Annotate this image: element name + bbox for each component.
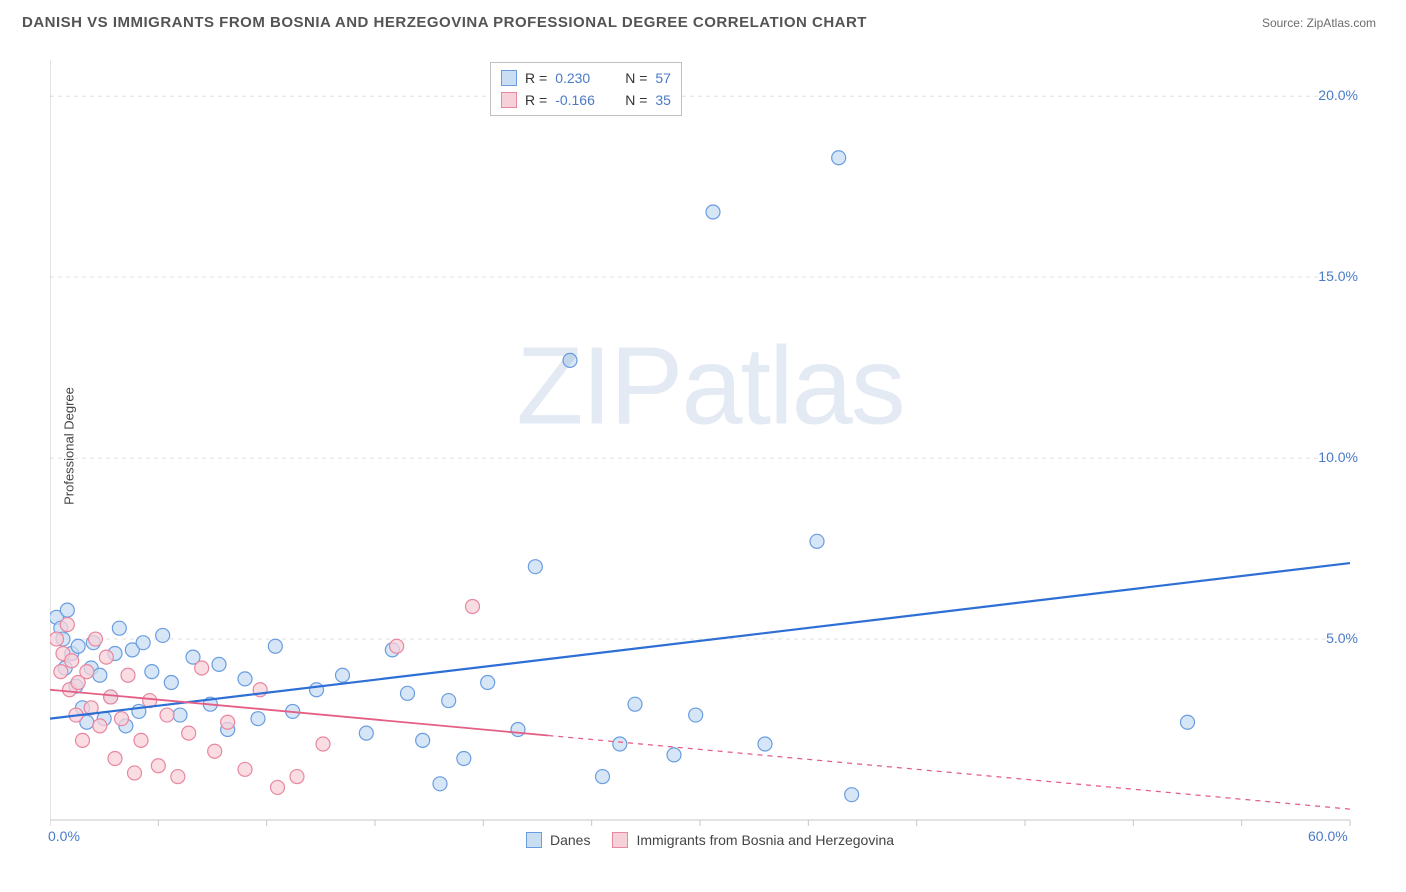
- point-bosnia[interactable]: [54, 665, 68, 679]
- point-danes[interactable]: [310, 683, 324, 697]
- point-danes[interactable]: [145, 665, 159, 679]
- point-danes[interactable]: [433, 777, 447, 791]
- x-tick-label: 0.0%: [48, 828, 80, 844]
- point-bosnia[interactable]: [390, 639, 404, 653]
- point-danes[interactable]: [401, 686, 415, 700]
- point-danes[interactable]: [238, 672, 252, 686]
- point-bosnia[interactable]: [182, 726, 196, 740]
- point-bosnia[interactable]: [60, 618, 74, 632]
- trendline-bosnia-dashed: [548, 735, 1350, 809]
- point-bosnia[interactable]: [104, 690, 118, 704]
- series-legend: Danes Immigrants from Bosnia and Herzegov…: [526, 832, 894, 848]
- point-bosnia[interactable]: [80, 665, 94, 679]
- chart-container: DANISH VS IMMIGRANTS FROM BOSNIA AND HER…: [0, 0, 1406, 892]
- stats-row-danes: R = 0.230 N = 57: [501, 67, 671, 89]
- y-tick-label: 15.0%: [1318, 268, 1358, 284]
- point-bosnia[interactable]: [271, 780, 285, 794]
- swatch-danes: [501, 70, 517, 86]
- point-danes[interactable]: [112, 621, 126, 635]
- n-value-bosnia: 35: [655, 89, 671, 111]
- point-bosnia[interactable]: [128, 766, 142, 780]
- point-danes[interactable]: [457, 751, 471, 765]
- point-bosnia[interactable]: [93, 719, 107, 733]
- point-bosnia[interactable]: [290, 770, 304, 784]
- r-value-bosnia: -0.166: [555, 89, 617, 111]
- point-danes[interactable]: [251, 712, 265, 726]
- point-bosnia[interactable]: [76, 733, 90, 747]
- point-danes[interactable]: [173, 708, 187, 722]
- point-danes[interactable]: [628, 697, 642, 711]
- point-bosnia[interactable]: [316, 737, 330, 751]
- point-bosnia[interactable]: [115, 712, 129, 726]
- point-danes[interactable]: [613, 737, 627, 751]
- point-danes[interactable]: [268, 639, 282, 653]
- point-danes[interactable]: [528, 560, 542, 574]
- point-bosnia[interactable]: [171, 770, 185, 784]
- swatch-bosnia: [612, 832, 628, 848]
- point-bosnia[interactable]: [208, 744, 222, 758]
- point-danes[interactable]: [832, 151, 846, 165]
- swatch-danes: [526, 832, 542, 848]
- point-bosnia[interactable]: [238, 762, 252, 776]
- point-danes[interactable]: [563, 353, 577, 367]
- point-danes[interactable]: [1181, 715, 1195, 729]
- point-bosnia[interactable]: [89, 632, 103, 646]
- point-danes[interactable]: [758, 737, 772, 751]
- point-danes[interactable]: [667, 748, 681, 762]
- point-danes[interactable]: [156, 628, 170, 642]
- point-danes[interactable]: [511, 723, 525, 737]
- point-danes[interactable]: [416, 733, 430, 747]
- source-attribution: Source: ZipAtlas.com: [1262, 16, 1376, 30]
- point-danes[interactable]: [845, 788, 859, 802]
- point-danes[interactable]: [60, 603, 74, 617]
- stats-row-bosnia: R = -0.166 N = 35: [501, 89, 671, 111]
- n-value-danes: 57: [655, 67, 671, 89]
- n-label: N =: [625, 89, 647, 111]
- x-tick-label: 60.0%: [1308, 828, 1348, 844]
- point-bosnia[interactable]: [65, 654, 79, 668]
- point-bosnia[interactable]: [121, 668, 135, 682]
- point-bosnia[interactable]: [99, 650, 113, 664]
- point-bosnia[interactable]: [160, 708, 174, 722]
- chart-svg: [50, 50, 1370, 850]
- legend-label-bosnia: Immigrants from Bosnia and Herzegovina: [636, 832, 894, 848]
- point-bosnia[interactable]: [195, 661, 209, 675]
- point-danes[interactable]: [481, 675, 495, 689]
- point-danes[interactable]: [71, 639, 85, 653]
- point-danes[interactable]: [164, 675, 178, 689]
- point-bosnia[interactable]: [466, 599, 480, 613]
- point-bosnia[interactable]: [134, 733, 148, 747]
- r-value-danes: 0.230: [555, 67, 617, 89]
- point-danes[interactable]: [689, 708, 703, 722]
- swatch-bosnia: [501, 92, 517, 108]
- legend-item-bosnia[interactable]: Immigrants from Bosnia and Herzegovina: [612, 832, 894, 848]
- point-danes[interactable]: [336, 668, 350, 682]
- n-label: N =: [625, 67, 647, 89]
- legend-label-danes: Danes: [550, 832, 590, 848]
- point-danes[interactable]: [359, 726, 373, 740]
- point-danes[interactable]: [596, 770, 610, 784]
- legend-item-danes[interactable]: Danes: [526, 832, 590, 848]
- r-label: R =: [525, 67, 547, 89]
- point-bosnia[interactable]: [151, 759, 165, 773]
- y-tick-label: 20.0%: [1318, 87, 1358, 103]
- point-danes[interactable]: [136, 636, 150, 650]
- source-link[interactable]: ZipAtlas.com: [1307, 16, 1376, 30]
- point-bosnia[interactable]: [221, 715, 235, 729]
- plot-area: ZIPatlas 5.0%10.0%15.0%20.0%0.0%60.0%R =…: [50, 50, 1370, 850]
- point-bosnia[interactable]: [50, 632, 64, 646]
- point-danes[interactable]: [706, 205, 720, 219]
- source-prefix: Source:: [1262, 16, 1307, 30]
- point-danes[interactable]: [442, 694, 456, 708]
- trendline-danes: [50, 563, 1350, 719]
- r-label: R =: [525, 89, 547, 111]
- point-danes[interactable]: [212, 657, 226, 671]
- chart-title: DANISH VS IMMIGRANTS FROM BOSNIA AND HER…: [22, 14, 867, 31]
- y-tick-label: 5.0%: [1326, 630, 1358, 646]
- y-tick-label: 10.0%: [1318, 449, 1358, 465]
- point-danes[interactable]: [810, 534, 824, 548]
- stats-legend: R = 0.230 N = 57 R = -0.166 N = 35: [490, 62, 682, 116]
- point-bosnia[interactable]: [108, 751, 122, 765]
- point-danes[interactable]: [93, 668, 107, 682]
